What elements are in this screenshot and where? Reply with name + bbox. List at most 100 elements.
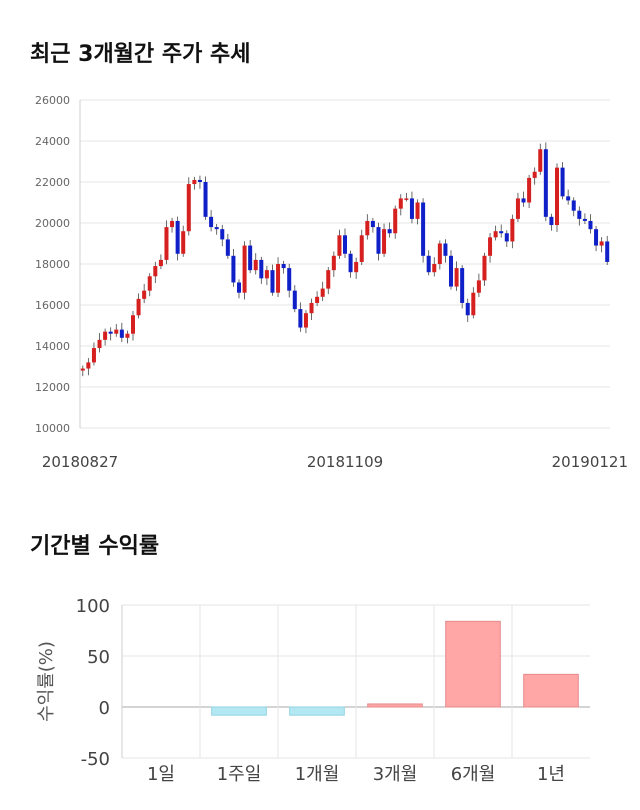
candle-down bbox=[342, 235, 348, 254]
candle-up bbox=[432, 264, 437, 273]
candle-down bbox=[209, 216, 214, 228]
price-chart-title: 최근 3개월간 주가 추세 bbox=[30, 42, 251, 67]
candle-up bbox=[393, 208, 398, 234]
candle-up bbox=[359, 235, 364, 262]
candle-down bbox=[220, 229, 225, 240]
returns-bar bbox=[289, 706, 345, 716]
candle-down bbox=[549, 216, 554, 226]
price-y-tick-label: 16000 bbox=[35, 299, 70, 312]
returns-y-tick-label: 50 bbox=[87, 647, 110, 668]
candle-down bbox=[460, 268, 465, 303]
candle-down bbox=[543, 149, 548, 217]
candle-up bbox=[532, 171, 537, 178]
returns-chart-title: 기간별 수익률 bbox=[30, 534, 160, 559]
candle-up bbox=[326, 270, 331, 289]
candle-down bbox=[175, 220, 180, 254]
candle-up bbox=[86, 362, 91, 369]
candle-up bbox=[242, 245, 247, 293]
returns-x-tick-label: 1년 bbox=[537, 764, 565, 785]
candle-up bbox=[164, 227, 169, 260]
candle-up bbox=[354, 261, 359, 273]
candle-down bbox=[298, 309, 303, 328]
candle-down bbox=[287, 268, 292, 291]
returns-bar bbox=[523, 673, 579, 708]
returns-bar bbox=[211, 706, 267, 716]
candle-up bbox=[476, 280, 481, 293]
returns-bar bbox=[445, 620, 501, 708]
price-y-tick-label: 22000 bbox=[35, 176, 70, 189]
candle-up bbox=[538, 149, 543, 172]
candle-down bbox=[203, 182, 208, 217]
candle-up bbox=[337, 235, 342, 256]
candle-up bbox=[493, 231, 498, 238]
candle-up bbox=[437, 243, 442, 264]
price-x-tick-label: 20180827 bbox=[42, 453, 118, 471]
returns-y-axis-label: 수익률(%) bbox=[36, 641, 57, 722]
candle-up bbox=[147, 276, 152, 291]
candle-up bbox=[454, 268, 459, 287]
candle-up bbox=[276, 264, 281, 293]
candle-up bbox=[158, 259, 163, 267]
candle-down bbox=[499, 231, 504, 234]
price-x-tick-label: 20181109 bbox=[307, 453, 383, 471]
candle-down bbox=[426, 255, 431, 273]
candle-down bbox=[577, 210, 582, 219]
candle-down bbox=[443, 243, 448, 256]
candle-up bbox=[125, 333, 130, 338]
candle-up bbox=[482, 255, 487, 281]
candle-up bbox=[80, 368, 85, 371]
candle-down bbox=[236, 282, 242, 293]
returns-bar bbox=[367, 703, 423, 708]
price-y-tick-label: 20000 bbox=[35, 217, 70, 230]
candle-down bbox=[348, 253, 353, 273]
candle-down bbox=[108, 331, 113, 334]
candle-up bbox=[488, 237, 493, 256]
candle-up bbox=[398, 198, 403, 209]
candle-down bbox=[571, 200, 576, 211]
candle-up bbox=[309, 302, 314, 314]
candle-down bbox=[214, 227, 219, 230]
candle-up bbox=[103, 331, 108, 340]
price-y-tick-label: 26000 bbox=[35, 94, 70, 107]
candle-up bbox=[142, 290, 147, 299]
price-y-tick-label: 12000 bbox=[35, 381, 70, 394]
candle-down bbox=[387, 229, 392, 234]
candle-down bbox=[376, 227, 381, 254]
returns-y-tick-label: -50 bbox=[81, 749, 110, 770]
candle-down bbox=[248, 245, 253, 271]
candle-down bbox=[504, 233, 509, 242]
candle-up bbox=[136, 298, 141, 316]
candle-up bbox=[404, 198, 409, 200]
returns-x-tick-label: 1주일 bbox=[217, 764, 262, 785]
candle-up bbox=[510, 218, 515, 242]
candle-down bbox=[270, 270, 275, 293]
candle-up bbox=[114, 329, 119, 334]
returns-y-tick-label: 0 bbox=[99, 698, 110, 719]
candle-down bbox=[566, 196, 571, 201]
returns-x-tick-label: 1일 bbox=[147, 764, 175, 785]
candle-up bbox=[554, 167, 560, 226]
candle-up bbox=[315, 296, 320, 303]
candle-down bbox=[231, 255, 236, 283]
candle-up bbox=[471, 292, 476, 316]
candle-down bbox=[588, 220, 593, 230]
candle-up bbox=[253, 259, 258, 271]
candle-up bbox=[599, 241, 604, 246]
candlestick-chart: 10000 12000 14000 16000 18000 20000 22000 24000… bbox=[35, 94, 628, 471]
candle-down bbox=[409, 198, 414, 219]
candle-up bbox=[415, 202, 420, 219]
price-y-tick-label: 24000 bbox=[35, 135, 70, 148]
candle-up bbox=[515, 198, 520, 219]
candle-up bbox=[153, 266, 158, 277]
candle-up bbox=[264, 270, 269, 279]
candle-down bbox=[594, 229, 599, 246]
price-y-tick-label: 14000 bbox=[35, 340, 70, 353]
candle-down bbox=[281, 264, 286, 269]
candle-up bbox=[91, 348, 96, 363]
candle-down bbox=[448, 255, 454, 287]
candle-down bbox=[465, 302, 470, 316]
price-y-tick-label: 18000 bbox=[35, 258, 70, 271]
candle-down bbox=[521, 198, 526, 203]
returns-y-tick-label: 100 bbox=[76, 596, 110, 617]
